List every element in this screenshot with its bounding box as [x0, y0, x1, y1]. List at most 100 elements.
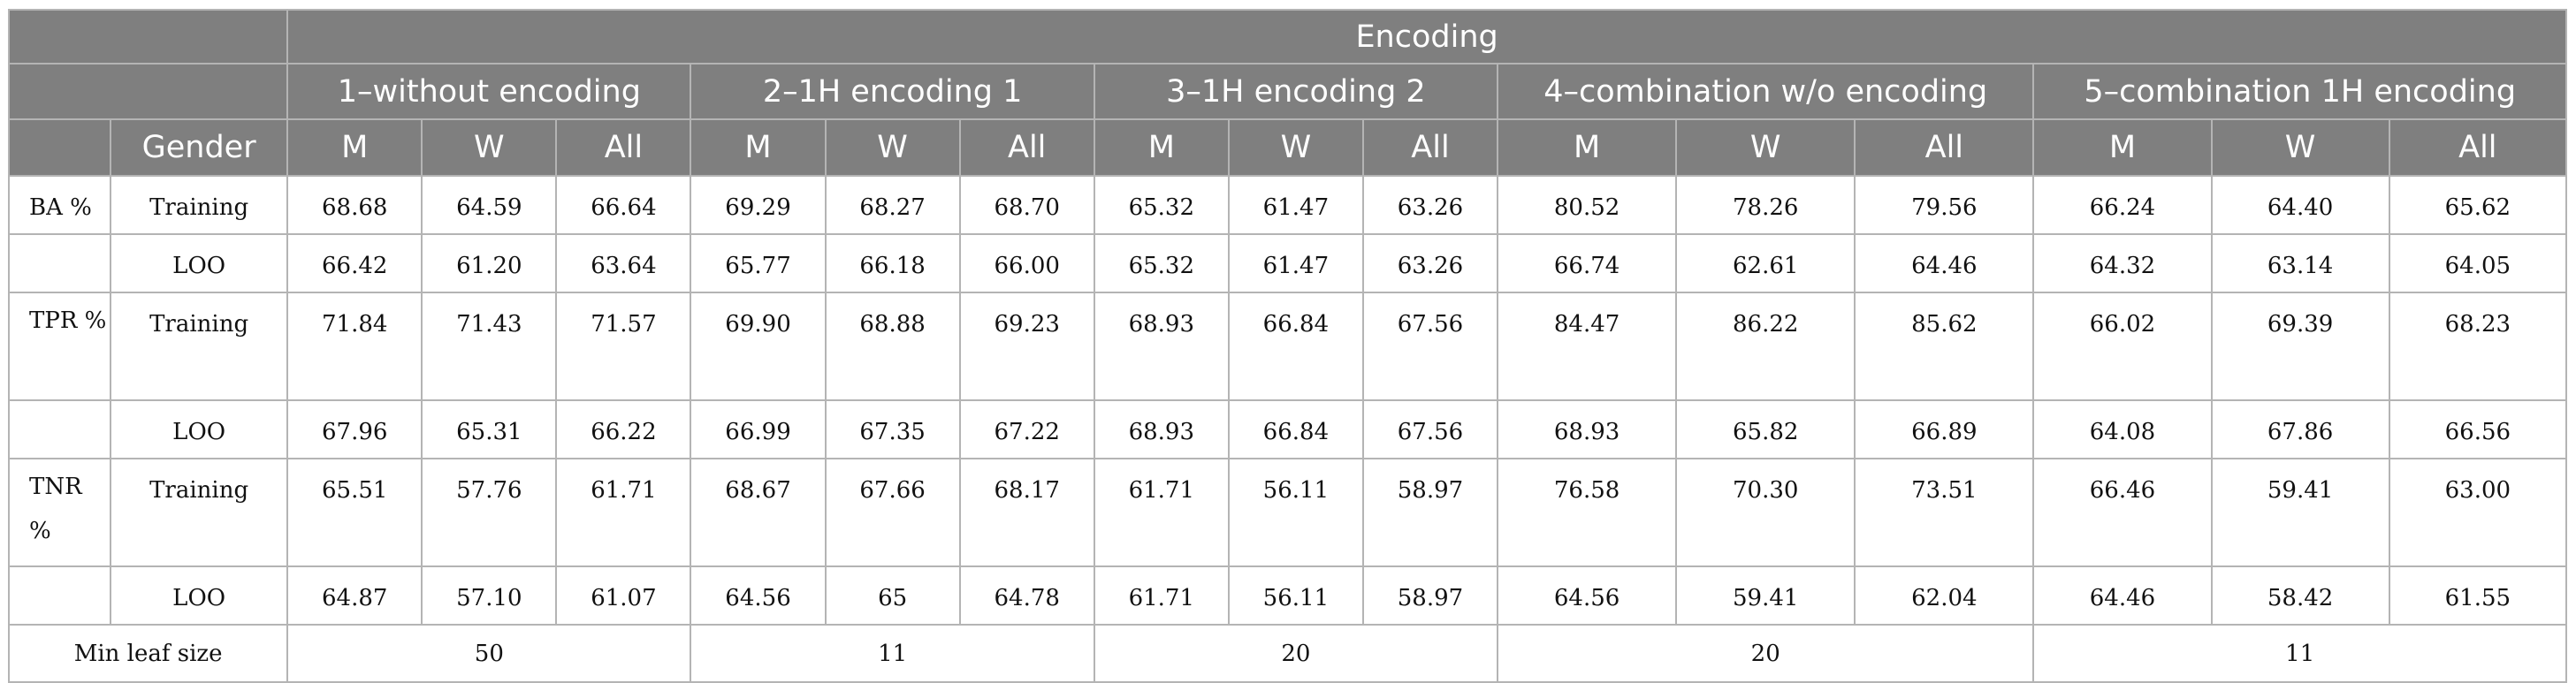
subheader-m: M [1093, 118, 1230, 177]
subheader-all: All [958, 118, 1095, 177]
value-cell: 84.47 [1497, 292, 1678, 401]
value-cell: 63.26 [1361, 233, 1499, 293]
value-cell: 57.76 [421, 458, 558, 567]
subheader-m: M [286, 118, 423, 177]
value-cell: 63.26 [1361, 175, 1499, 235]
value-cell: 69.29 [690, 175, 827, 235]
value-cell: 66.22 [555, 399, 692, 459]
value-cell: 66.56 [2388, 399, 2568, 459]
value-cell: 67.96 [286, 399, 423, 459]
header-row-encoding: Encoding [7, 9, 2567, 65]
encoding-group-header: Encoding [286, 9, 2567, 65]
table-row: LOO 67.96 65.31 66.22 66.99 67.35 67.22 68.93 66… [7, 399, 2568, 459]
value-cell: 61.71 [1093, 565, 1230, 626]
value-cell: 69.39 [2210, 292, 2390, 401]
subheader-w: W [1675, 118, 1856, 177]
metric-cell: TNR % [7, 458, 112, 567]
subheader-all: All [555, 118, 692, 177]
encoding-header-1: 1–without encoding [286, 63, 692, 120]
value-cell: 61.55 [2388, 565, 2568, 626]
value-cell: 56.11 [1227, 458, 1364, 567]
min-leaf-row: Min leaf size 50 11 20 20 11 [7, 624, 2567, 683]
value-cell: 69.23 [958, 292, 1095, 401]
value-cell: 62.61 [1675, 233, 1856, 293]
subheader-all: All [1854, 118, 2035, 177]
value-cell: 78.26 [1675, 175, 1856, 235]
value-cell: 61.71 [1093, 458, 1230, 567]
value-cell: 68.93 [1093, 399, 1230, 459]
value-cell: 64.78 [958, 565, 1095, 626]
value-cell: 66.46 [2032, 458, 2213, 567]
value-cell: 63.64 [555, 233, 692, 293]
gender-header: Gender [110, 118, 289, 177]
value-cell: 68.67 [690, 458, 827, 567]
value-cell: 58.97 [1361, 565, 1499, 626]
value-cell: 59.41 [2210, 458, 2390, 567]
value-cell: 65.77 [690, 233, 827, 293]
value-cell: 58.97 [1361, 458, 1499, 567]
min-leaf-value: 20 [1093, 624, 1499, 683]
subheader-all: All [2388, 118, 2568, 177]
value-cell: 76.58 [1497, 458, 1678, 567]
value-cell: 69.90 [690, 292, 827, 401]
results-table-container: Encoding 1–without encoding 2–1H encodin… [7, 9, 2568, 683]
value-cell: 70.30 [1675, 458, 1856, 567]
value-cell: 67.22 [958, 399, 1095, 459]
value-cell: 64.32 [2032, 233, 2213, 293]
min-leaf-value: 11 [2032, 624, 2567, 683]
header-corner [7, 63, 289, 120]
value-cell: 64.56 [1497, 565, 1678, 626]
value-cell: 66.02 [2032, 292, 2213, 401]
subheader-w: W [421, 118, 558, 177]
subheader-all: All [1361, 118, 1499, 177]
value-cell: 67.35 [824, 399, 961, 459]
value-cell: 64.87 [286, 565, 423, 626]
value-cell: 64.59 [421, 175, 558, 235]
subheader-m: M [690, 118, 827, 177]
value-cell: 65.31 [421, 399, 558, 459]
value-cell: 68.68 [286, 175, 423, 235]
phase-cell: LOO [110, 233, 289, 293]
phase-cell: Training [110, 175, 289, 235]
value-cell: 66.42 [286, 233, 423, 293]
value-cell: 66.74 [1497, 233, 1678, 293]
value-cell: 68.17 [958, 458, 1095, 567]
value-cell: 80.52 [1497, 175, 1678, 235]
header-row-encodings: 1–without encoding 2–1H encoding 1 3–1H … [7, 63, 2567, 120]
value-cell: 64.56 [690, 565, 827, 626]
metric-cell [7, 565, 112, 626]
encoding-header-4: 4–combination w/o encoding [1497, 63, 2035, 120]
value-cell: 71.43 [421, 292, 558, 401]
value-cell: 67.56 [1361, 399, 1499, 459]
value-cell: 66.64 [555, 175, 692, 235]
value-cell: 79.56 [1854, 175, 2035, 235]
value-cell: 63.14 [2210, 233, 2390, 293]
encoding-header-2: 2–1H encoding 1 [690, 63, 1095, 120]
value-cell: 68.93 [1497, 399, 1678, 459]
phase-cell: LOO [110, 565, 289, 626]
value-cell: 65.32 [1093, 233, 1230, 293]
header-corner [7, 118, 112, 177]
value-cell: 65.51 [286, 458, 423, 567]
subheader-w: W [1227, 118, 1364, 177]
value-cell: 68.93 [1093, 292, 1230, 401]
table-row: LOO 66.42 61.20 63.64 65.77 66.18 66.00 65.32 61… [7, 233, 2568, 293]
value-cell: 71.84 [286, 292, 423, 401]
subheader-m: M [1497, 118, 1678, 177]
value-cell: 64.46 [2032, 565, 2213, 626]
value-cell: 71.57 [555, 292, 692, 401]
min-leaf-value: 11 [690, 624, 1095, 683]
subheader-m: M [2032, 118, 2213, 177]
value-cell: 66.18 [824, 233, 961, 293]
value-cell: 65.62 [2388, 175, 2568, 235]
phase-cell: Training [110, 292, 289, 401]
value-cell: 64.40 [2210, 175, 2390, 235]
value-cell: 64.46 [1854, 233, 2035, 293]
table-body: BA % Training 68.68 64.59 66.64 69.29 68.27 68.… [7, 175, 2568, 683]
header-row-gender: Gender M W All M W All M W All M W All M… [7, 118, 2568, 177]
header-corner [7, 9, 289, 65]
value-cell: 58.42 [2210, 565, 2390, 626]
value-cell: 61.07 [555, 565, 692, 626]
value-cell: 68.23 [2388, 292, 2568, 401]
value-cell: 65.82 [1675, 399, 1856, 459]
